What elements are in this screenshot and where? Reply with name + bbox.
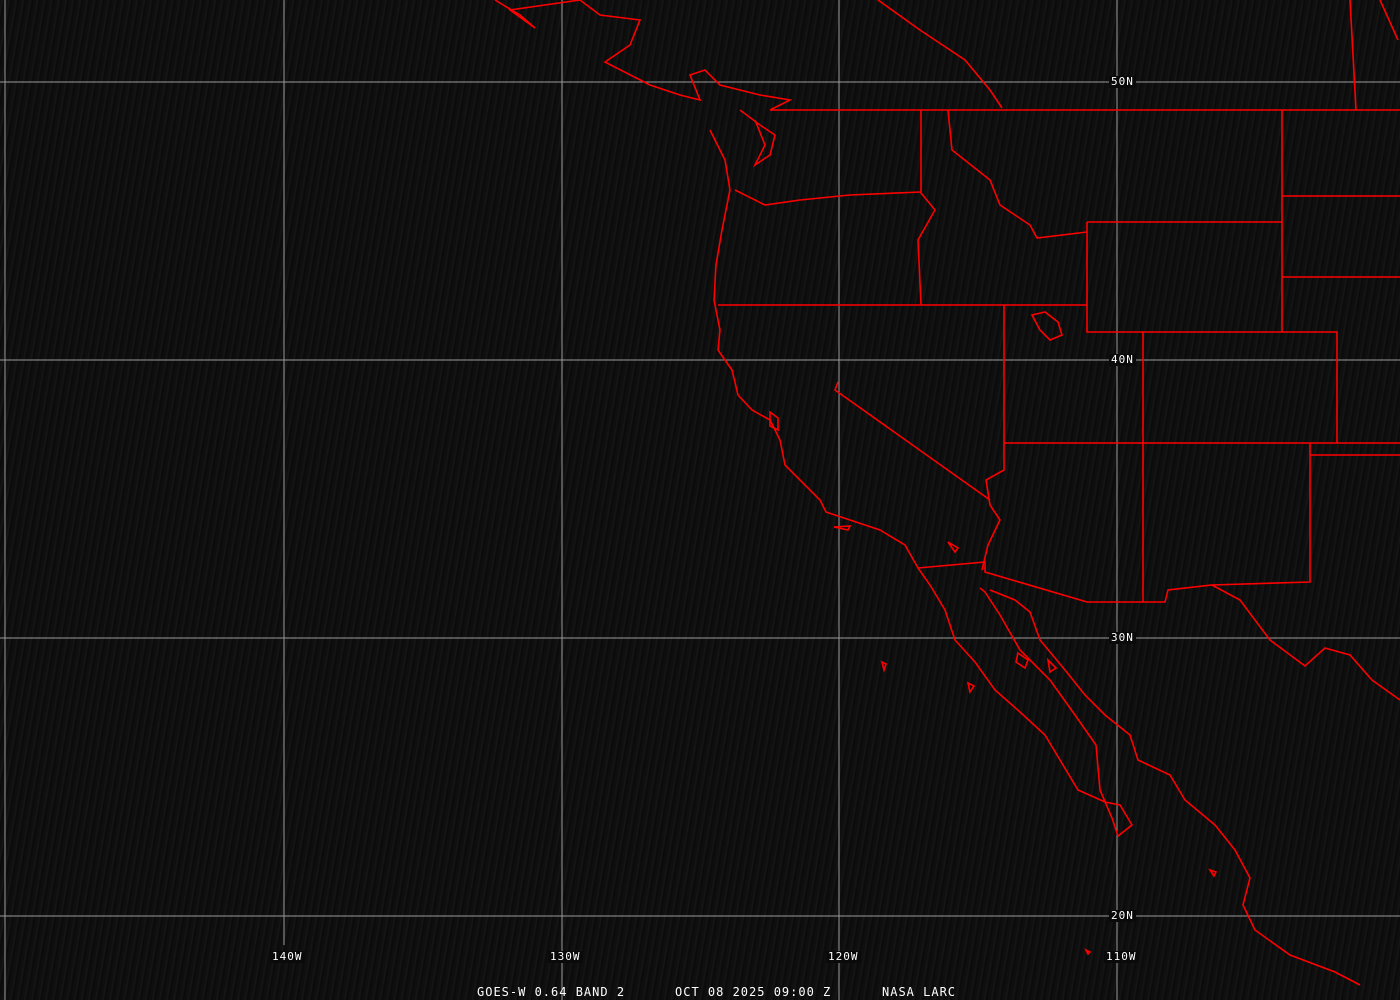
caption-datetime: OCT 08 2025 09:00 Z [675, 985, 832, 999]
ca-nv-border [834, 381, 991, 501]
state-lines [1143, 331, 1338, 443]
channel-island [833, 525, 852, 531]
canada-boundary-east [1349, 0, 1357, 111]
island [1208, 868, 1218, 878]
island [769, 410, 779, 432]
channel-island [947, 541, 960, 554]
island [1046, 657, 1058, 674]
canada-boundary-ne [1379, 0, 1399, 41]
lat-label-50n: 50N [1109, 75, 1136, 88]
canada-boundary [877, 0, 1003, 109]
nv-border [981, 305, 1005, 571]
island [1015, 651, 1029, 670]
lon-label-140w: 140W [270, 950, 305, 963]
state-lines [1086, 222, 1144, 602]
wa-id-border [917, 110, 936, 306]
lon-label-120w: 120W [826, 950, 861, 963]
coastline-puget [739, 109, 776, 168]
island [880, 660, 887, 673]
state-lines [1211, 443, 1311, 586]
lat-label-40n: 40N [1109, 353, 1136, 366]
lat-label-30n: 30N [1109, 631, 1136, 644]
coastline-mexico [989, 589, 1361, 986]
mexico-border [917, 561, 1400, 701]
great-salt-lake [1030, 311, 1063, 341]
caption-sensor: GOES-W 0.64 BAND 2 [477, 985, 626, 999]
lat-label-20n: 20N [1109, 909, 1136, 922]
island [966, 681, 976, 695]
island [1084, 948, 1092, 956]
boundaries [494, 0, 1400, 986]
lon-label-110w: 110W [1104, 950, 1139, 963]
wa-or-border [734, 189, 922, 206]
coastline-west [709, 129, 1134, 838]
coastline-bc [494, 0, 793, 111]
lon-label-130w: 130W [548, 950, 583, 963]
caption-credit: NASA LARC [882, 985, 957, 999]
id-mt-border [947, 109, 1088, 239]
